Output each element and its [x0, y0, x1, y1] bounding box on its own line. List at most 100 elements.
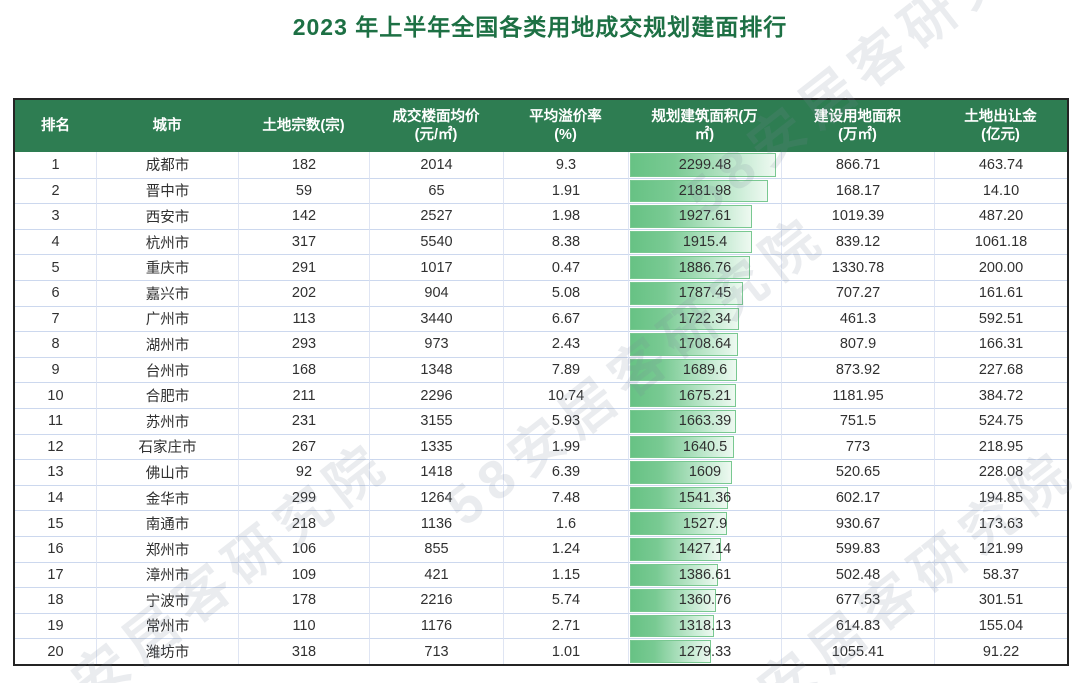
- cell-value: 1176: [420, 617, 453, 634]
- cell-rank: 1: [15, 152, 96, 178]
- cell-value: 1675.21: [678, 387, 732, 404]
- cell-city: 潍坊市: [96, 638, 238, 664]
- cell-construction-land-area: 1019.39: [781, 203, 934, 229]
- cell-construction-land-area: 873.92: [781, 356, 934, 383]
- cell-avg-floor-price: 855: [369, 535, 503, 562]
- cell-planned-building-area: 1927.61: [628, 203, 781, 229]
- cell-value: 291: [291, 259, 317, 276]
- cell-parcel-count: 178: [238, 587, 369, 613]
- data-bar: [630, 230, 752, 254]
- cell-parcel-count: 291: [238, 254, 369, 280]
- cell-avg-premium-rate: 6.67: [503, 305, 628, 332]
- cell-rank: 17: [15, 561, 96, 588]
- cell-city: 苏州市: [96, 407, 238, 434]
- cell-value: 211: [292, 387, 316, 404]
- cell-city: 宁波市: [96, 587, 238, 613]
- cell-land-transfer-fee: 91.22: [934, 638, 1067, 664]
- cell-land-transfer-fee: 14.10: [934, 177, 1067, 204]
- cell-parcel-count: 142: [238, 203, 369, 229]
- cell-planned-building-area: 1787.45: [628, 279, 781, 306]
- cell-construction-land-area: 461.3: [781, 305, 934, 332]
- cell-value: 1541.36: [678, 490, 732, 507]
- cell-value: 873.92: [835, 362, 881, 379]
- cell-land-transfer-fee: 155.04: [934, 612, 1067, 639]
- cell-value: 1787.45: [678, 285, 732, 302]
- cell-value: 1.98: [551, 208, 581, 225]
- cell-value: 1418: [420, 464, 453, 481]
- cell-city: 广州市: [96, 305, 238, 332]
- cell-value: 2527: [420, 208, 453, 225]
- cell-parcel-count: 182: [238, 152, 369, 178]
- cell-value: 1527.9: [682, 515, 728, 532]
- cell-value: 202: [291, 285, 317, 302]
- cell-value: 317: [291, 234, 317, 251]
- cell-land-transfer-fee: 218.95: [934, 433, 1067, 460]
- cell-planned-building-area: 1675.21: [628, 382, 781, 408]
- cell-city: 漳州市: [96, 561, 238, 588]
- cell-avg-floor-price: 3155: [369, 407, 503, 434]
- cell-value: 南通市: [145, 517, 190, 534]
- cell-rank: 15: [15, 510, 96, 536]
- table-row: 9 台州市 168 1348 7.89 1689.6 873.92 227.68: [15, 356, 1067, 383]
- cell-planned-building-area: 1386.61: [628, 561, 781, 588]
- cell-avg-floor-price: 1017: [369, 254, 503, 280]
- cell-city: 晋中市: [96, 177, 238, 204]
- cell-avg-floor-price: 1264: [369, 484, 503, 511]
- cell-value: 713: [424, 643, 449, 660]
- cell-value: 178: [291, 592, 317, 609]
- cell-value: 1264: [420, 490, 453, 507]
- data-bar: [630, 589, 717, 612]
- cell-construction-land-area: 807.9: [781, 331, 934, 357]
- cell-rank: 11: [15, 407, 96, 434]
- table-row: 1 成都市 182 2014 9.3 2299.48 866.71 463.74: [15, 152, 1067, 178]
- cell-value: 郑州市: [145, 542, 190, 559]
- cell-value: 524.75: [978, 413, 1024, 430]
- data-bar: [630, 307, 740, 331]
- cell-value: 904: [424, 285, 449, 302]
- cell-value: 5.08: [551, 285, 581, 302]
- cell-parcel-count: 110: [238, 612, 369, 639]
- cell-avg-floor-price: 973: [369, 331, 503, 357]
- cell-planned-building-area: 1722.34: [628, 305, 781, 332]
- cell-value: 267: [291, 438, 317, 455]
- cell-value: 2299.48: [678, 156, 732, 173]
- data-bar: [630, 153, 776, 177]
- cell-value: 1663.39: [678, 413, 732, 430]
- cell-avg-floor-price: 1136: [369, 510, 503, 536]
- cell-construction-land-area: 839.12: [781, 228, 934, 255]
- data-bar: [630, 409, 736, 433]
- cell-rank: 14: [15, 484, 96, 511]
- cell-value: 1640.5: [682, 438, 728, 455]
- cell-rank: 13: [15, 459, 96, 485]
- cell-value: 59: [295, 182, 313, 199]
- cell-value: 17: [47, 566, 64, 583]
- cell-construction-land-area: 866.71: [781, 152, 934, 178]
- cell-planned-building-area: 1360.76: [628, 587, 781, 613]
- cell-value: 嘉兴市: [145, 286, 190, 303]
- table-row: 19 常州市 110 1176 2.71 1318.13 614.83 155.04: [15, 612, 1067, 639]
- cell-value: 707.27: [835, 285, 881, 302]
- column-header-6: 规划建筑面积(万 ㎡): [651, 108, 758, 143]
- table-header-row: 排名 城市 土地宗数(宗) 成交楼面均价 (元/㎡) 平均溢价率 (%) 规划建筑面积(万…: [15, 100, 1067, 152]
- cell-value: 1019.39: [831, 208, 885, 225]
- cell-planned-building-area: 1663.39: [628, 407, 781, 434]
- data-bar: [630, 614, 714, 638]
- cell-value: 1330.78: [831, 259, 885, 276]
- cell-rank: 3: [15, 203, 96, 229]
- cell-construction-land-area: 1330.78: [781, 254, 934, 280]
- data-bar: [630, 384, 737, 407]
- cell-value: 20: [47, 643, 64, 660]
- cell-rank: 16: [15, 535, 96, 562]
- cell-value: 855: [424, 541, 449, 558]
- cell-value: 13: [47, 464, 64, 481]
- data-bar: [630, 563, 718, 587]
- cell-planned-building-area: 1427.14: [628, 535, 781, 562]
- cell-planned-building-area: 1279.33: [628, 638, 781, 664]
- data-bar: [630, 435, 735, 459]
- cell-construction-land-area: 502.48: [781, 561, 934, 588]
- cell-value: 109: [291, 566, 317, 583]
- cell-value: 592.51: [978, 310, 1024, 327]
- data-bar: [630, 640, 712, 663]
- cell-construction-land-area: 707.27: [781, 279, 934, 306]
- cell-value: 113: [292, 310, 316, 327]
